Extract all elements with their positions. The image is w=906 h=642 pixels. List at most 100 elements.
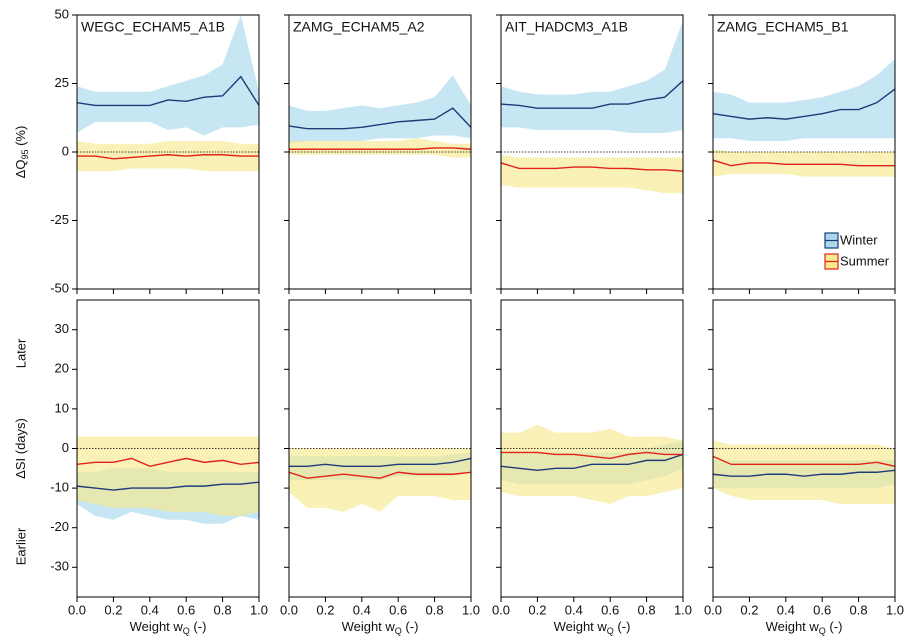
y-tick-label: -20 [50,519,69,534]
series-line [77,481,259,491]
plot-area [289,448,471,512]
series-line [77,154,259,160]
y-tick-label: -10 [50,480,69,495]
x-tick-label: 0.6 [389,602,407,617]
series-line [501,453,683,471]
x-tick-label: 0.2 [104,602,122,617]
panel-title: ZAMG_ECHAM5_B1 [717,19,849,35]
y-axis-label-sub: 95 [20,150,30,160]
x-tick-label: 0.4 [353,602,371,617]
x-tick-label: 0.0 [492,602,510,617]
x-tick-label: 0.2 [740,602,758,617]
x-tick-label: 0.8 [850,602,868,617]
y-axis-label-text: ΔQ [13,160,28,179]
x-tick-label: 0.2 [528,602,546,617]
band [77,436,259,516]
band [501,154,683,194]
x-axis-label-tail: (-) [614,619,631,634]
x-tick-label: 0.6 [601,602,619,617]
x-tick-label: 0.4 [777,602,795,617]
x-axis-label: Weight wQ (-) [554,619,631,636]
x-tick-label: 0.2 [316,602,334,617]
y-tick-label: 0 [62,143,69,158]
x-tick-label: 0.8 [214,602,232,617]
x-tick-label: 0.4 [141,602,159,617]
plot-area [713,58,895,177]
series-line [77,75,259,107]
x-axis-label-tail: (-) [190,619,207,634]
x-axis-label-text: Weight w [766,619,820,634]
series-line [77,457,259,468]
y-tick-label: 30 [55,321,69,336]
x-axis-label-text: Weight w [554,619,608,634]
x-tick-label: 1.0 [886,602,904,617]
legend-label: Winter [840,232,878,247]
series-line [289,471,471,479]
y-axis-label: ΔSI (days) [13,418,28,479]
x-tick-label: 0.0 [68,602,86,617]
x-axis-label-text: Weight w [130,619,184,634]
annotation: Later [13,338,28,368]
x-axis-label-tail: (-) [826,619,843,634]
y-tick-label: 0 [62,440,69,455]
band [289,75,471,144]
x-axis-label-text: Weight w [342,619,396,634]
x-tick-label: 0.6 [177,602,195,617]
y-tick-label: 50 [55,6,69,21]
series-line [289,147,471,150]
x-tick-label: 0.8 [426,602,444,617]
y-tick-label: 10 [55,400,69,415]
band [289,448,471,512]
x-tick-label: 0.4 [565,602,583,617]
series-line [501,162,683,172]
x-axis-label-sub: Q [607,626,614,636]
series-line [289,107,471,130]
x-tick-label: 0.0 [280,602,298,617]
plot-area [501,20,683,194]
panel-title: AIT_HADCM3_A1B [505,19,628,35]
y-tick-label: 25 [55,75,69,90]
panel-title: WEGC_ECHAM5_A1B [81,19,225,35]
x-tick-label: 1.0 [250,602,268,617]
plot-area [77,436,259,524]
series-line [501,451,683,460]
plot-area [77,15,259,172]
y-tick-label: -50 [50,280,69,295]
plot-area [289,75,471,158]
y-axis-label: ΔQ95 (%) [13,126,30,179]
plot-area [713,440,895,504]
x-tick-label: 1.0 [674,602,692,617]
panel-title: ZAMG_ECHAM5_A2 [293,19,425,35]
x-axis-label-sub: Q [819,626,826,636]
y-axis-label-text: ΔSI (days) [13,418,28,479]
band [77,141,259,172]
x-axis-label: Weight wQ (-) [130,619,207,636]
x-tick-label: 1.0 [462,602,480,617]
legend-label: Summer [840,253,890,268]
x-tick-label: 0.6 [813,602,831,617]
y-axis-label-tail: (%) [13,126,28,150]
x-tick-label: 0.8 [638,602,656,617]
y-tick-label: -25 [50,212,69,227]
plot-area [501,424,683,504]
x-axis-label: Weight wQ (-) [766,619,843,636]
series-line [289,457,471,468]
x-axis-label-sub: Q [395,626,402,636]
annotation: Earlier [13,527,28,565]
series-line [713,469,895,477]
band [501,20,683,133]
y-tick-label: -30 [50,559,69,574]
series-line [713,88,895,120]
band [713,440,895,504]
x-axis-label: Weight wQ (-) [342,619,419,636]
x-axis-label-sub: Q [183,626,190,636]
x-axis-label-tail: (-) [402,619,419,634]
band [713,58,895,142]
series-line [713,159,895,167]
series-line [713,455,895,468]
band [713,149,895,177]
x-tick-label: 0.0 [704,602,722,617]
series-line [501,80,683,109]
y-tick-label: 20 [55,361,69,376]
